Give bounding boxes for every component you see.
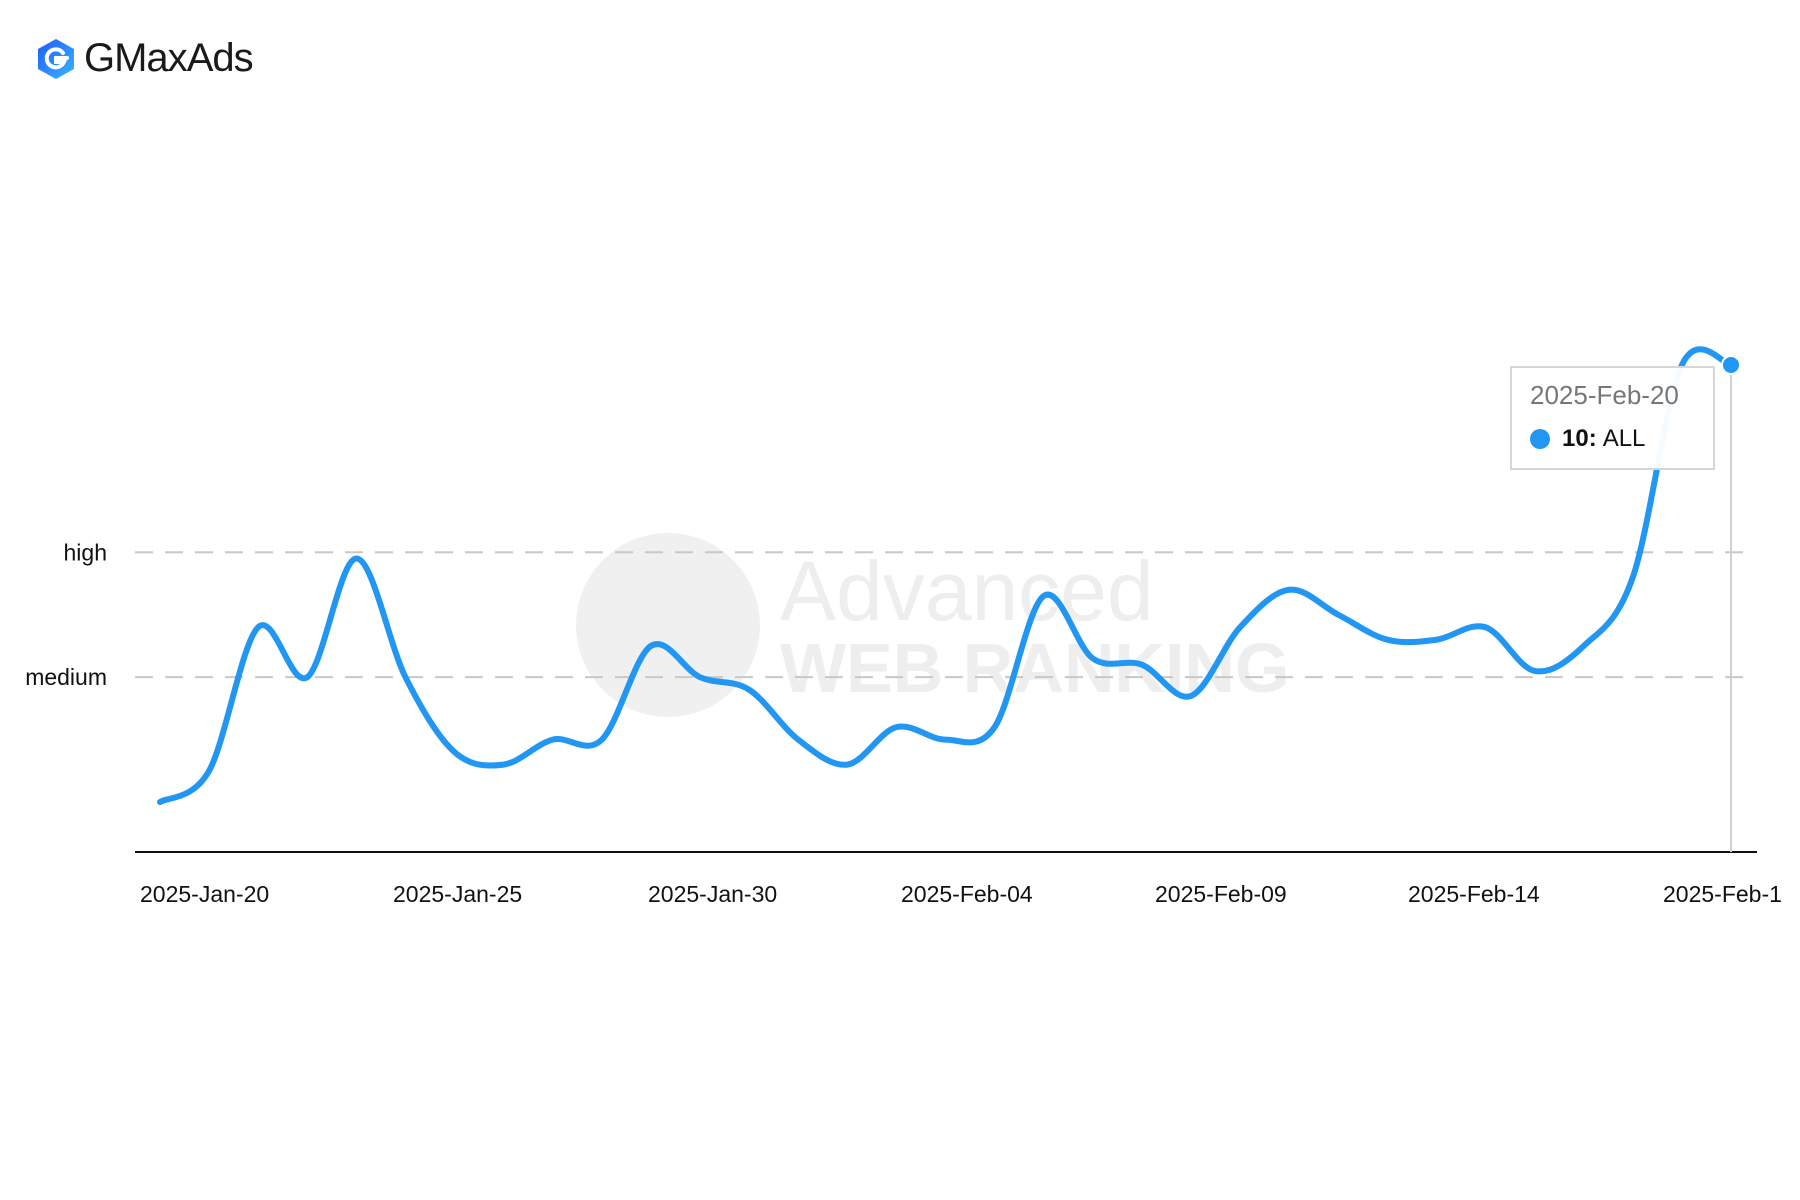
tooltip-row: 10: ALL <box>1530 425 1695 453</box>
x-tick-label: 2025-Feb-14 <box>1408 881 1540 907</box>
watermark-globe-icon <box>576 533 760 717</box>
tooltip-series-name: ALL <box>1602 425 1646 452</box>
brand-name-sub: Ads <box>186 36 254 80</box>
watermark: Advanced WEB RANKING <box>576 533 1289 717</box>
watermark-line1: Advanced <box>780 544 1154 638</box>
brand-mark-icon <box>38 38 74 79</box>
tooltip-value: 10: <box>1562 425 1597 452</box>
x-tick-label: 2025-Jan-30 <box>648 881 777 907</box>
x-tick-label: 2025-Feb-04 <box>901 881 1033 907</box>
y-label-high: high <box>64 539 107 565</box>
tooltip-series-dot-icon <box>1530 429 1550 449</box>
brand-name: GMaxAds <box>84 36 254 81</box>
y-label-medium: medium <box>25 664 107 690</box>
x-tick-label: 2025-Feb-1 <box>1663 881 1782 907</box>
x-tick-label: 2025-Jan-20 <box>140 881 269 907</box>
x-axis-ticks: 2025-Jan-20 2025-Jan-25 2025-Jan-30 2025-Fe… <box>140 881 1782 907</box>
tooltip: 2025-Feb-20 10: ALL <box>1510 366 1715 470</box>
tooltip-date: 2025-Feb-20 <box>1530 380 1679 410</box>
series-line-all[interactable] <box>157 346 1734 806</box>
brand-logo: GMaxAds <box>36 36 254 81</box>
x-tick-label: 2025-Feb-09 <box>1155 881 1287 907</box>
hover-point[interactable] <box>1721 355 1741 375</box>
watermark-line2: WEB RANKING <box>780 629 1289 707</box>
brand-name-main: GMax <box>84 36 188 80</box>
reference-lines: high medium <box>25 539 1745 690</box>
x-tick-label: 2025-Jan-25 <box>393 881 522 907</box>
